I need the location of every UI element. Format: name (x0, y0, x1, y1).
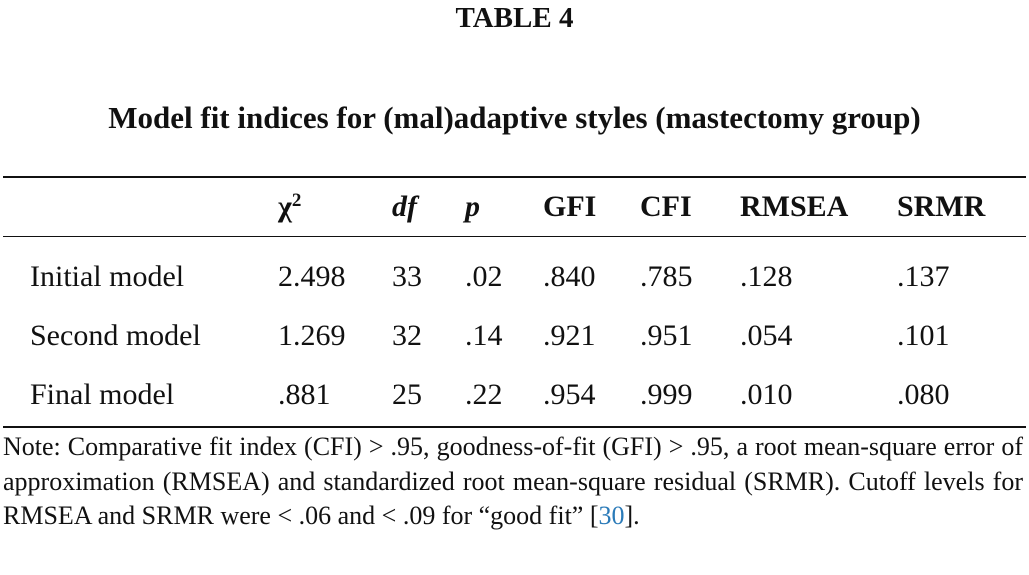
note-text: Note: Comparative fit index (CFI) > .95,… (3, 432, 1023, 530)
bottom-rule (3, 426, 1026, 428)
table-cell: .785 (640, 260, 693, 293)
row-label: Final model (30, 378, 175, 411)
header-symbol: χ (278, 190, 292, 223)
column-header: χ2 (278, 189, 301, 225)
table-cell: .128 (740, 260, 793, 293)
table-cell: .999 (640, 378, 693, 411)
table-cell: .101 (897, 319, 950, 352)
table-cell: .951 (640, 319, 693, 352)
table-cell: .840 (543, 260, 596, 293)
header-rule (3, 236, 1026, 237)
table-cell: .954 (543, 378, 596, 411)
table-cell: .010 (740, 378, 793, 411)
row-label: Initial model (30, 260, 185, 293)
column-header: SRMR (897, 190, 986, 223)
top-rule (3, 176, 1026, 178)
table-cell: .14 (465, 319, 503, 352)
table-cell: .054 (740, 319, 793, 352)
citation-link[interactable]: 30 (598, 501, 625, 530)
table-cell: .137 (897, 260, 950, 293)
table-cell: .22 (465, 378, 503, 411)
column-header: df (392, 190, 417, 223)
table-cell: 32 (392, 319, 422, 352)
column-header: p (465, 190, 480, 223)
table-cell: .921 (543, 319, 596, 352)
table-cell: .02 (465, 260, 503, 293)
table-note: Note: Comparative fit index (CFI) > .95,… (3, 430, 1023, 534)
note-end: ]. (624, 501, 640, 530)
column-header: RMSEA (740, 190, 849, 223)
table-cell: 33 (392, 260, 422, 293)
row-label: Second model (30, 319, 201, 352)
table-title: Model fit indices for (mal)adaptive styl… (108, 100, 921, 135)
column-header: GFI (543, 190, 597, 223)
table-cell: .080 (897, 378, 950, 411)
table-label: TABLE 4 (455, 2, 574, 34)
table-cell: 2.498 (278, 260, 346, 293)
table-cell: 1.269 (278, 319, 346, 352)
table-cell: .881 (278, 378, 331, 411)
column-header: CFI (640, 190, 692, 223)
table-cell: 25 (392, 378, 422, 411)
header-superscript: 2 (291, 190, 302, 211)
